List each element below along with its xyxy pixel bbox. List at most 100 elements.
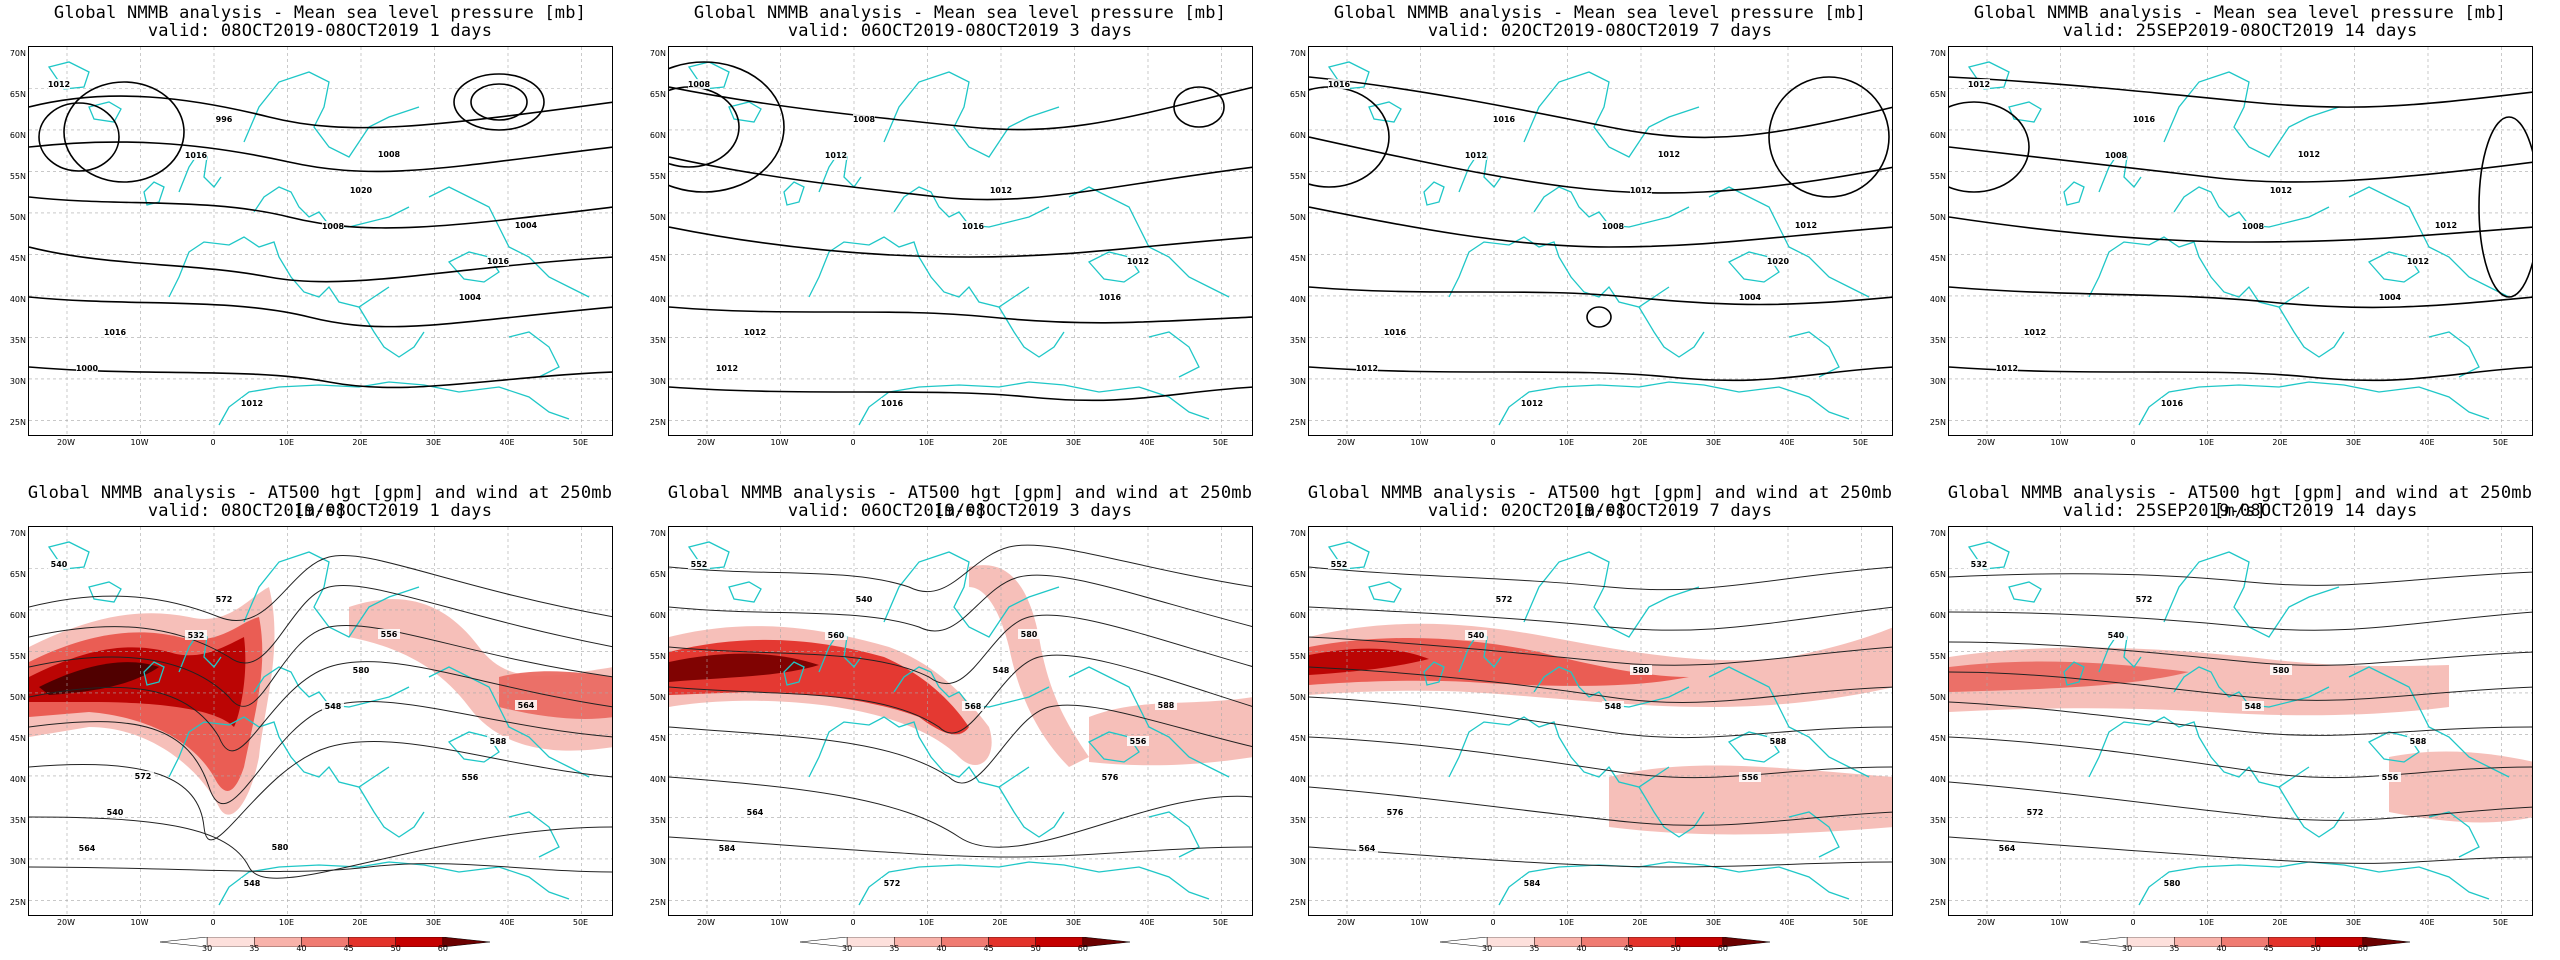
- contour-label: 548: [2245, 702, 2262, 711]
- colorbar-tick-label: 35: [249, 944, 260, 953]
- latitude-tick-label: 70N: [1289, 529, 1306, 538]
- latitude-tick-label: 35N: [1929, 336, 1946, 345]
- latitude-tick-label: 45N: [9, 254, 26, 263]
- contour-label: 1016: [104, 328, 127, 337]
- latitude-tick-label: 70N: [1929, 49, 1946, 58]
- latitude-tick-label: 35N: [1929, 816, 1946, 825]
- latitude-tick-label: 30N: [1289, 857, 1306, 866]
- coastlines: [1327, 541, 1870, 906]
- longitude-tick-label: 0: [1490, 438, 1496, 447]
- latitude-tick-label: 55N: [1929, 172, 1946, 181]
- contour-label: 1016: [1328, 80, 1351, 89]
- contour-labels: 532 540 548 556 564 572 580 588 572 580: [1968, 559, 2429, 888]
- contour-label: 580: [353, 666, 370, 675]
- longitude-tick-label: 50E: [1852, 918, 1869, 927]
- graticule: [1309, 527, 1892, 915]
- contour-label: 548: [325, 702, 342, 711]
- latitude-tick-label: 60N: [9, 611, 26, 620]
- latitude-tick-label: 55N: [1929, 652, 1946, 661]
- isobars: [669, 61, 1252, 402]
- latitude-tick-label: 60N: [1929, 131, 1946, 140]
- panel-title: Global NMMB analysis - Mean sea level pr…: [53, 3, 587, 23]
- colorbar-tick-label: 30: [842, 944, 853, 953]
- latitude-tick-label: 50N: [1289, 213, 1306, 222]
- contour-label: 1012: [241, 399, 263, 408]
- contour-label: 1008: [1602, 222, 1625, 231]
- latitude-tick-label: 60N: [649, 131, 666, 140]
- contour-label: 564: [79, 844, 96, 853]
- contour-label: 1012: [990, 186, 1012, 195]
- latitude-tick-label: 35N: [9, 816, 26, 825]
- latitude-tick-label: 30N: [9, 857, 26, 866]
- contour-label: 540: [856, 595, 873, 604]
- longitude-tick-label: 20E: [2272, 918, 2288, 927]
- colorbar-tick-label: 45: [343, 944, 354, 953]
- contour-label: 1004: [2379, 293, 2402, 302]
- contour-label: 540: [51, 560, 68, 569]
- geopotential-contours: [1949, 571, 2532, 864]
- coastlines: [1327, 61, 1870, 426]
- contour-labels: 552 540 548 556 564 572 580 588 576 584: [1328, 559, 1789, 888]
- map-plot-area: 1008 1012 1016 1016 1012 1008 1012 1012 1012 1016: [668, 46, 1253, 436]
- contour-label: 548: [1605, 702, 1622, 711]
- latitude-tick-label: 55N: [9, 652, 26, 661]
- contour-label: 1016: [881, 399, 904, 408]
- longitude-tick-label: 30E: [2345, 438, 2362, 447]
- latitude-tick-label: 55N: [649, 172, 666, 181]
- contour-label: 1008: [378, 150, 401, 159]
- longitude-tick-label: 20W: [56, 918, 76, 927]
- longitude-tick-label: 0: [210, 438, 216, 447]
- contour-label: 1012: [1658, 150, 1680, 159]
- longitude-tick-label: 10E: [2198, 918, 2215, 927]
- longitude-tick-label: 40E: [2419, 438, 2435, 447]
- latitude-tick-label: 60N: [1289, 131, 1306, 140]
- contour-label: 1016: [962, 222, 985, 231]
- longitude-tick-label: 0: [850, 918, 856, 927]
- contour-label: 1008: [853, 115, 876, 124]
- longitude-tick-label: 10E: [278, 438, 295, 447]
- latitude-tick-label: 70N: [649, 529, 666, 538]
- latitude-tick-label: 65N: [1929, 90, 1946, 99]
- map-svg: 1016 1012 1008 1004 1012 1016 1012 1020 1016 1012…: [1309, 47, 1892, 435]
- contour-label: 588: [1770, 737, 1787, 746]
- contour-label: 584: [719, 844, 736, 853]
- latitude-tick-label: 65N: [9, 90, 26, 99]
- colorbar-tick-label: 40: [936, 944, 947, 953]
- wind-speed-colorbar: [159, 932, 491, 948]
- contour-label: 1016: [487, 257, 510, 266]
- latitude-tick-label: 60N: [1929, 611, 1946, 620]
- contour-label: 556: [462, 773, 479, 782]
- contour-label: 1012: [2024, 328, 2046, 337]
- latitude-tick-label: 25N: [1929, 898, 1946, 907]
- colorbar-tick-label: 30: [202, 944, 213, 953]
- jet-wind-shading: [1949, 661, 2189, 692]
- contour-label: 1012: [2298, 150, 2320, 159]
- latitude-tick-label: 40N: [9, 775, 26, 784]
- jet-wind-shading: [39, 662, 159, 695]
- colorbar-tick-label: 45: [1623, 944, 1634, 953]
- longitude-tick-label: 0: [1490, 918, 1496, 927]
- colorbar-tick-label: 45: [2263, 944, 2274, 953]
- colorbar-tick-label: 50: [1670, 944, 1681, 953]
- panel-title: Global NMMB analysis - AT500 hgt [gpm] a…: [1307, 483, 1893, 521]
- longitude-tick-label: 40E: [1139, 438, 1155, 447]
- contour-label: 1004: [1739, 293, 1762, 302]
- contour-labels: 1008 1012 1016 1016 1012 1008 1012 1012 1012 1016: [688, 79, 1149, 408]
- longitude-tick-label: 40E: [499, 438, 515, 447]
- latitude-tick-label: 45N: [1929, 734, 1946, 743]
- latitude-tick-label: 65N: [9, 570, 26, 579]
- contour-label: 532: [1971, 560, 1988, 569]
- colorbar-tick-label: 50: [1030, 944, 1041, 953]
- longitude-tick-label: 20W: [696, 918, 716, 927]
- latitude-tick-label: 25N: [1289, 898, 1306, 907]
- colorbar-tick-label: 60: [1717, 944, 1728, 953]
- latitude-tick-label: 55N: [1289, 652, 1306, 661]
- longitude-tick-label: 20W: [1336, 918, 1356, 927]
- contour-label: 1004: [459, 293, 482, 302]
- contour-label: 1012: [1968, 80, 1990, 89]
- latitude-tick-label: 40N: [649, 775, 666, 784]
- contour-label: 588: [2410, 737, 2427, 746]
- latitude-tick-label: 50N: [9, 693, 26, 702]
- panel-valid-period: valid: 06OCT2019-08OCT2019 3 days: [787, 21, 1133, 41]
- geopotential-contours: [669, 544, 1252, 858]
